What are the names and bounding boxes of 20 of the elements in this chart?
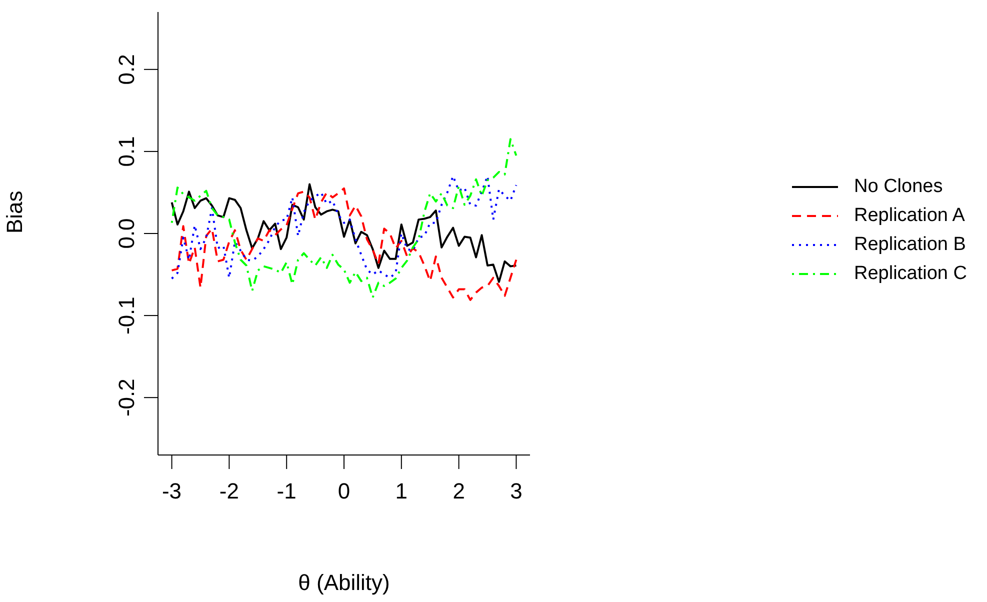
line-series [170,187,518,301]
y-tick-label: -0.2 [114,378,139,417]
y-tick-label: 0.0 [114,218,139,249]
legend-label: No Clones [854,176,943,198]
y-tick-label: 0.1 [114,136,139,167]
x-tick-label: 2 [452,478,465,504]
x-tick-label: 3 [510,478,522,504]
line-series [170,138,518,298]
legend-label: Replication A [854,204,965,226]
y-tick-label: -0.1 [114,296,139,334]
x-tick-label: 1 [395,478,408,504]
x-tick-label: -3 [162,478,182,504]
x-axis-title: θ (Ability) [298,570,390,595]
legend-label: Replication B [854,234,966,256]
legend-label: Replication C [854,262,967,284]
x-tick-label: -1 [276,478,296,504]
x-tick-label: 0 [338,478,350,504]
x-tick-label: -2 [219,478,239,504]
y-axis-title: Bias [2,190,27,234]
y-tick-label: 0.2 [114,54,139,85]
